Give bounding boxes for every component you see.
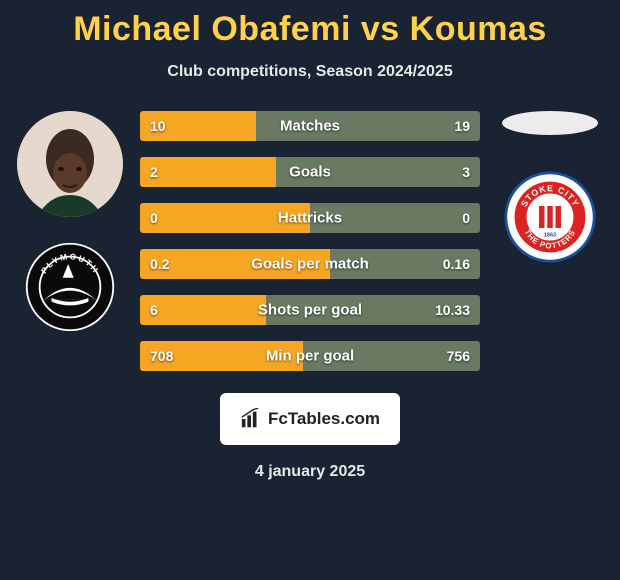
chart-icon xyxy=(240,408,262,430)
stat-label: Matches xyxy=(140,118,480,135)
vs-word: vs xyxy=(361,10,400,48)
stat-row: 610.33Shots per goal xyxy=(140,295,480,325)
club1-badge: PLYMOUTH xyxy=(24,241,116,333)
club2-badge: STOKE CITY THE POTTERS 1863 xyxy=(504,171,596,263)
stat-row: 23Goals xyxy=(140,157,480,187)
player2-name: Koumas xyxy=(410,10,547,48)
stat-label: Min per goal xyxy=(140,348,480,365)
subtitle: Club competitions, Season 2024/2025 xyxy=(0,63,620,81)
date-text: 4 january 2025 xyxy=(0,463,620,481)
stat-row: 708756Min per goal xyxy=(140,341,480,371)
stat-label: Hattricks xyxy=(140,210,480,227)
club2-badge-svg: STOKE CITY THE POTTERS 1863 xyxy=(504,171,596,263)
right-column: STOKE CITY THE POTTERS 1863 xyxy=(490,111,610,263)
stat-row: 0.20.16Goals per match xyxy=(140,249,480,279)
stat-bars: 1019Matches 23Goals 00Hattricks 0.20.16Goal… xyxy=(140,111,480,387)
left-column: PLYMOUTH xyxy=(10,111,130,333)
player1-photo-svg xyxy=(17,111,123,217)
club1-badge-svg: PLYMOUTH xyxy=(24,241,116,333)
stat-label: Shots per goal xyxy=(140,302,480,319)
stat-row: 1019Matches xyxy=(140,111,480,141)
page-title: Michael Obafemi vs Koumas xyxy=(0,0,620,49)
footer-brand-badge: FcTables.com xyxy=(220,393,400,445)
stat-label: Goals xyxy=(140,164,480,181)
stat-row: 00Hattricks xyxy=(140,203,480,233)
footer-brand-text: FcTables.com xyxy=(268,409,380,429)
player1-photo xyxy=(17,111,123,217)
stat-label: Goals per match xyxy=(140,256,480,273)
svg-text:1863: 1863 xyxy=(544,232,556,238)
comparison-content: PLYMOUTH STOKE CITY THE POTTERS 1863 101… xyxy=(0,111,620,381)
player2-photo-placeholder xyxy=(502,111,598,135)
player1-name: Michael Obafemi xyxy=(73,10,351,48)
